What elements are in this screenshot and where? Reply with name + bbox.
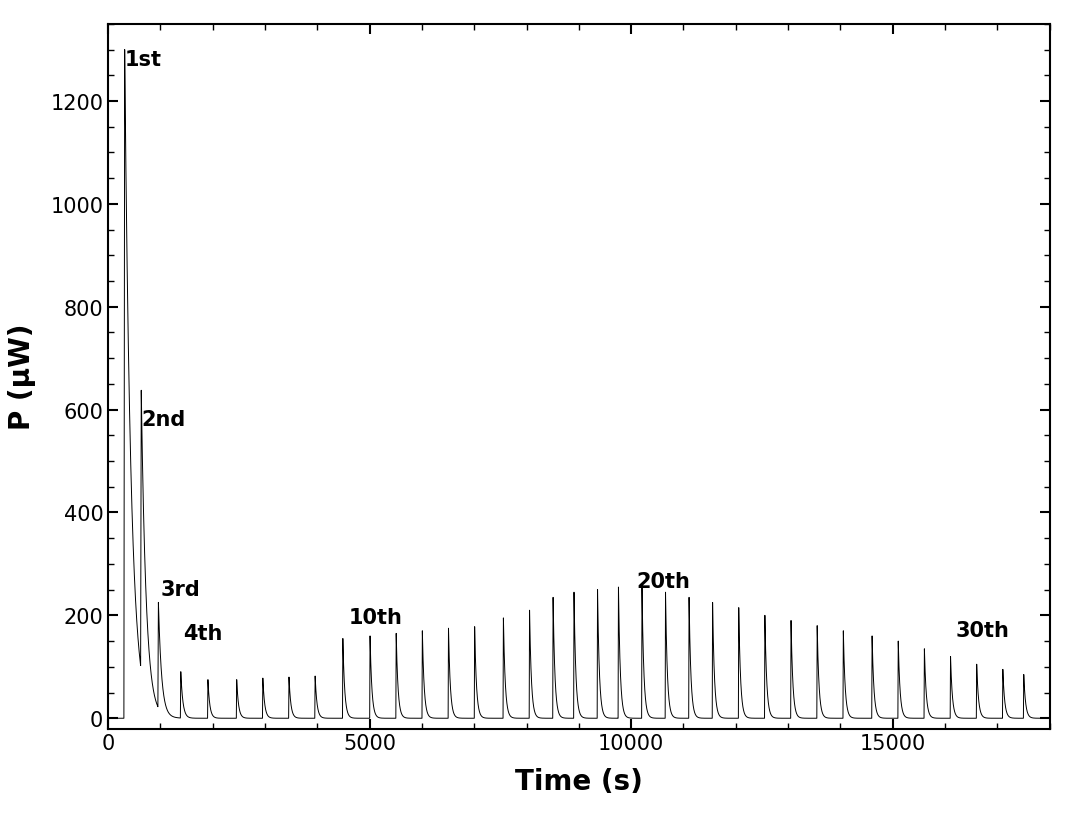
Y-axis label: P (μW): P (μW)	[9, 324, 37, 430]
Text: 4th: 4th	[183, 623, 223, 643]
Text: 20th: 20th	[636, 571, 690, 591]
X-axis label: Time (s): Time (s)	[515, 768, 643, 796]
Text: 30th: 30th	[955, 620, 1010, 640]
Text: 3rd: 3rd	[160, 579, 200, 599]
Text: 2nd: 2nd	[142, 410, 186, 430]
Text: 10th: 10th	[348, 608, 403, 628]
Text: 1st: 1st	[124, 50, 161, 70]
